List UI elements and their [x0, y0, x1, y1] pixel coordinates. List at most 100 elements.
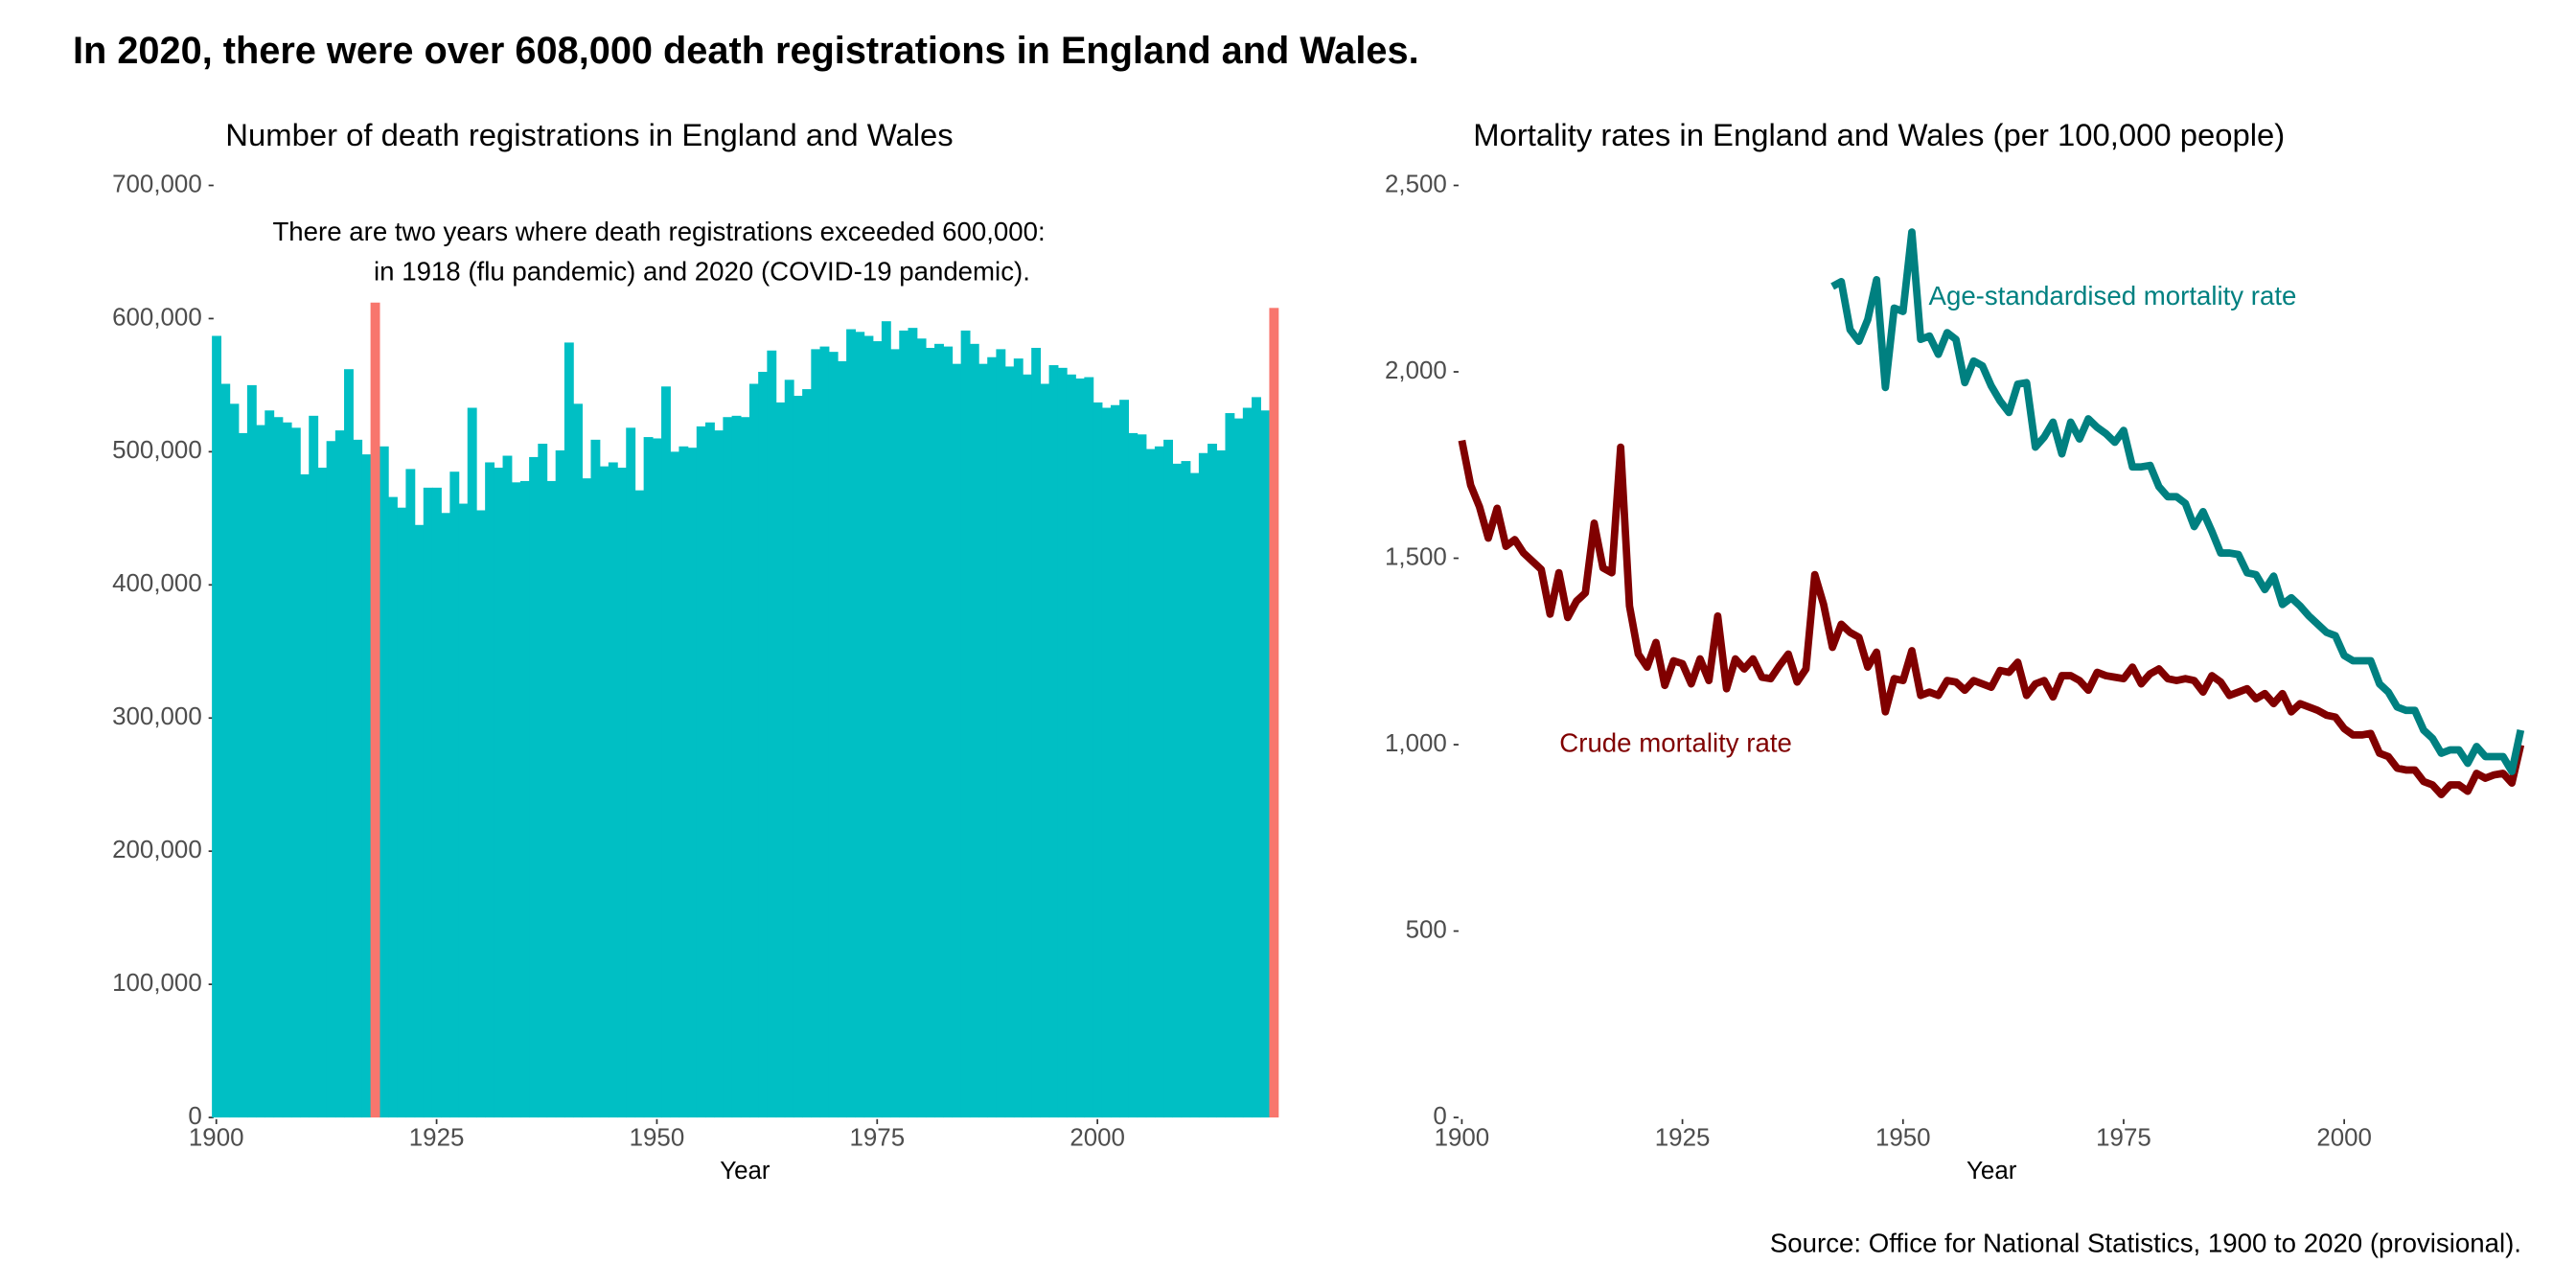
bar — [846, 329, 856, 1118]
bar — [1208, 444, 1217, 1118]
bar — [714, 430, 724, 1118]
bar — [334, 430, 345, 1118]
bar — [1252, 397, 1261, 1118]
bar — [405, 469, 416, 1118]
bar — [987, 356, 998, 1118]
annotation: in 1918 (flu pandemic) and 2020 (COVID-1… — [374, 256, 1030, 286]
bar — [740, 417, 750, 1118]
bar — [890, 349, 900, 1118]
highlight-bar — [1269, 308, 1279, 1118]
x-tick-label: 1900 — [1435, 1124, 1490, 1151]
bar — [908, 328, 918, 1118]
series-label: Crude mortality rate — [1559, 728, 1792, 758]
bar — [775, 402, 786, 1118]
bar — [317, 468, 328, 1118]
page-title: In 2020, there were over 608,000 death r… — [73, 30, 1419, 72]
bar — [1040, 383, 1050, 1118]
bar — [1004, 366, 1015, 1118]
bar — [573, 403, 583, 1118]
y-tick-label: 1,000 — [1385, 730, 1447, 757]
x-tick-label: 2000 — [2316, 1124, 2372, 1151]
bar — [431, 487, 442, 1118]
bar — [881, 321, 891, 1118]
x-tick-label: 1925 — [409, 1124, 465, 1151]
chart-subtitle: Number of death registrations in England… — [225, 117, 953, 152]
bar — [634, 490, 645, 1118]
bar — [1101, 407, 1112, 1118]
bar — [555, 449, 565, 1118]
y-tick-label: 0 — [1433, 1103, 1446, 1130]
bar — [212, 335, 222, 1118]
line-series — [1830, 228, 2525, 775]
bar — [1048, 365, 1059, 1118]
bar — [475, 510, 486, 1118]
y-tick-label: 400,000 — [112, 570, 202, 597]
bar — [467, 407, 477, 1118]
bar — [441, 513, 451, 1118]
bar — [872, 341, 883, 1118]
x-tick-label: 1950 — [1875, 1124, 1931, 1151]
bar — [819, 346, 830, 1118]
bar — [494, 468, 504, 1118]
y-tick-label: 100,000 — [112, 970, 202, 997]
x-tick-label: 1900 — [189, 1124, 244, 1151]
bar — [943, 346, 954, 1118]
bar — [290, 427, 301, 1118]
annotation: There are two years where death registra… — [272, 217, 1045, 246]
y-tick-label: 500,000 — [112, 437, 202, 464]
bar — [1145, 448, 1156, 1118]
x-tick-label: 2000 — [1070, 1124, 1125, 1151]
bar — [599, 466, 610, 1118]
bar — [1225, 413, 1235, 1118]
bar — [934, 343, 944, 1118]
highlight-bar — [370, 302, 380, 1118]
bar — [1189, 472, 1200, 1118]
bar — [661, 386, 671, 1118]
y-tick-label: 1,500 — [1385, 543, 1447, 570]
bar — [608, 462, 618, 1118]
source: Source: Office for National Statistics, … — [1770, 1228, 2521, 1257]
bar — [731, 415, 742, 1118]
bar — [529, 456, 540, 1118]
y-tick-label: 2,500 — [1385, 171, 1447, 197]
bar — [758, 371, 769, 1118]
bar — [960, 330, 971, 1118]
bar — [828, 352, 839, 1118]
line-series — [1458, 439, 2525, 799]
bar — [458, 503, 469, 1118]
bar — [855, 332, 865, 1118]
bar — [388, 496, 398, 1118]
bar — [617, 468, 627, 1118]
bar — [1057, 367, 1068, 1118]
bar — [723, 417, 733, 1118]
bar — [1172, 463, 1183, 1118]
bar — [423, 487, 433, 1118]
bar — [485, 462, 495, 1118]
bar — [1154, 446, 1164, 1118]
bar — [802, 389, 813, 1118]
bar — [361, 454, 372, 1118]
bar — [748, 383, 759, 1118]
bar — [767, 350, 777, 1118]
bar — [1022, 374, 1032, 1118]
bar — [899, 330, 909, 1118]
y-tick-label: 300,000 — [112, 703, 202, 730]
bar — [643, 437, 654, 1118]
bar — [1260, 410, 1271, 1118]
bar — [273, 417, 284, 1118]
y-tick-label: 200,000 — [112, 837, 202, 863]
bar — [687, 448, 698, 1118]
bar — [696, 426, 706, 1118]
y-tick-label: 2,000 — [1385, 357, 1447, 384]
bar — [353, 439, 363, 1118]
bar — [837, 360, 847, 1118]
bar — [952, 363, 962, 1118]
x-axis-title: Year — [720, 1158, 770, 1184]
bar — [379, 446, 389, 1118]
bar — [969, 343, 979, 1118]
bar — [1031, 347, 1042, 1118]
bar — [1137, 434, 1147, 1118]
bar — [519, 480, 530, 1118]
